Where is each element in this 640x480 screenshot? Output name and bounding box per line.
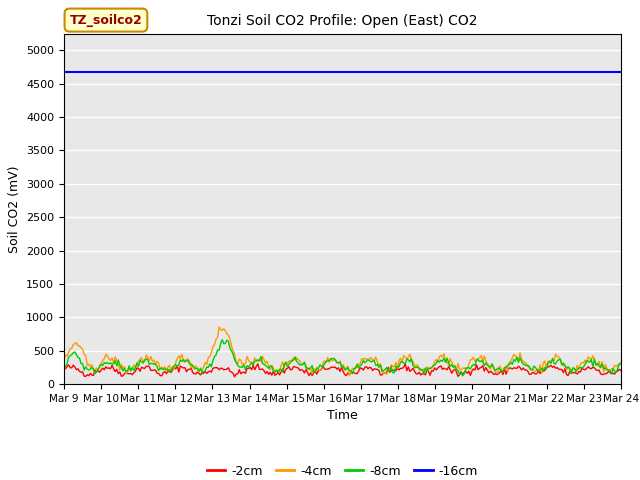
X-axis label: Time: Time: [327, 409, 358, 422]
Legend: -2cm, -4cm, -8cm, -16cm: -2cm, -4cm, -8cm, -16cm: [202, 460, 483, 480]
Text: TZ_soilco2: TZ_soilco2: [70, 13, 142, 26]
Title: Tonzi Soil CO2 Profile: Open (East) CO2: Tonzi Soil CO2 Profile: Open (East) CO2: [207, 14, 477, 28]
Y-axis label: Soil CO2 (mV): Soil CO2 (mV): [8, 165, 20, 252]
